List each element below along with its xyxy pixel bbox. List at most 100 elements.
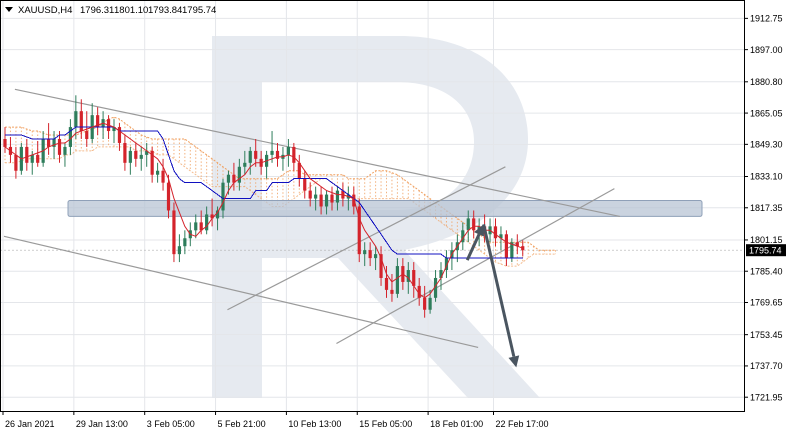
candle-bear: [232, 174, 236, 183]
candle-bear: [493, 226, 498, 239]
plot-frame: [0, 0, 745, 412]
time-tick-label: 5 Feb 21:00: [218, 419, 266, 429]
candle-bear: [199, 222, 203, 231]
candle-bull: [510, 242, 514, 259]
candle-bull: [215, 210, 220, 219]
time-tick-label: 18 Feb 01:00: [430, 419, 483, 429]
candle-bear: [417, 285, 421, 298]
forecast-arrows[interactable]: [465, 224, 520, 368]
time-axis[interactable]: 26 Jan 2021 29 Jan 13:00 3 Feb 05:00 5 Feb …: [2, 411, 549, 429]
forecast-arrow-shaft[interactable]: [465, 233, 481, 261]
candle-bear: [472, 218, 476, 231]
candle-bear: [85, 131, 89, 139]
ohlc-close: 1795.74: [182, 5, 216, 16]
candle-bull: [466, 218, 470, 231]
candle-bull: [461, 230, 465, 243]
candle-bull: [499, 234, 503, 239]
candle-bear: [368, 250, 372, 259]
candle-bear: [150, 150, 154, 175]
collapse-triangle-icon[interactable]: [5, 7, 13, 12]
price-tick-label: 1721.95: [750, 392, 783, 402]
descending-channel-line[interactable]: [3, 235, 479, 349]
candle-bull: [248, 150, 252, 163]
candle-bear: [25, 146, 29, 163]
candle-bear: [96, 115, 100, 128]
candle-bull: [128, 150, 132, 163]
forecast-arrow-head[interactable]: [508, 355, 520, 368]
price-tick-label: 1753.45: [750, 330, 783, 340]
price-tick-label: 1801.15: [750, 235, 783, 245]
candle-bull: [205, 214, 209, 231]
candle-bear: [210, 214, 214, 219]
candle-bull: [63, 146, 67, 155]
candle-bull: [52, 138, 56, 147]
candle-bear: [134, 150, 138, 159]
forecast-arrow-shaft[interactable]: [482, 224, 516, 357]
axes: [0, 0, 745, 412]
candle-bull: [363, 250, 367, 255]
ichimoku-lines: [4, 122, 523, 299]
chart-header: XAUUSD,H4 1796.31 1801.10 1793.84 1795.7…: [5, 5, 216, 16]
candle-bull: [237, 166, 241, 183]
time-tick-label: 3 Feb 05:00: [147, 419, 195, 429]
candle-bear: [57, 138, 62, 155]
trend-channels[interactable]: [3, 88, 620, 349]
candle-bull: [221, 182, 225, 211]
ascending-channel-line[interactable]: [227, 166, 506, 311]
candle-bull: [335, 190, 340, 203]
ohlc-open: 1796.31: [80, 5, 114, 16]
candle-bear: [515, 242, 519, 247]
price-tick-label: 1865.05: [750, 108, 783, 118]
candle-bear: [254, 150, 258, 159]
candle-bull: [145, 150, 149, 155]
price-tick-label: 1737.70: [750, 361, 783, 371]
candle-bull: [444, 258, 449, 271]
candle-bear: [47, 138, 51, 147]
price-tick-label: 1785.40: [750, 266, 783, 276]
price-tick-label: 1769.65: [750, 298, 783, 308]
candle-bull: [286, 146, 290, 155]
time-tick-label: 10 Feb 13:00: [288, 419, 341, 429]
candle-bear: [504, 234, 508, 259]
candle-bear: [303, 178, 307, 191]
time-tick-label: 26 Jan 2021: [5, 419, 55, 429]
candle-bull: [183, 238, 187, 247]
candle-bear: [292, 146, 296, 163]
candle-bull: [433, 277, 438, 298]
tenkan-sen-line: [4, 122, 523, 299]
candle-bear: [384, 277, 389, 290]
candle-bear: [275, 150, 280, 159]
price-tick-label: 1817.35: [750, 203, 783, 213]
candle-bull: [194, 222, 198, 231]
candle-bear: [412, 270, 416, 286]
candle-bear: [357, 206, 361, 255]
candle-bull: [324, 194, 329, 207]
candle-bear: [390, 289, 394, 294]
forecast-arrow-head[interactable]: [474, 224, 485, 237]
ascending-channel-line[interactable]: [336, 188, 615, 345]
candle-bear: [123, 142, 127, 163]
candle-bull: [428, 297, 432, 310]
price-tick-label: 1833.10: [750, 172, 783, 182]
resistance-zone-box[interactable]: [67, 200, 703, 217]
candle-bear: [379, 254, 383, 278]
current-price-marker: 1795.74: [746, 244, 786, 257]
current-price-label: 1795.74: [749, 246, 782, 256]
candle-bear: [319, 194, 323, 207]
price-tick-label: 1897.00: [750, 45, 783, 55]
candle-bull: [112, 127, 116, 132]
price-tick-label: 1880.80: [750, 77, 783, 87]
candle-bear: [308, 190, 312, 199]
descending-channel-line[interactable]: [14, 88, 620, 218]
candle-bear: [172, 210, 176, 255]
candle-bear: [36, 154, 40, 163]
candle-bear: [352, 194, 356, 207]
candle-bear: [297, 162, 301, 179]
candle-bear: [117, 127, 122, 143]
price-axis[interactable]: 1912.75 1897.00 1880.80 1865.05 1849.30 1833.…: [744, 14, 783, 403]
candle-bull: [439, 270, 443, 278]
candle-bear: [79, 111, 83, 132]
symbol-label: XAUUSD,H4: [18, 5, 72, 16]
